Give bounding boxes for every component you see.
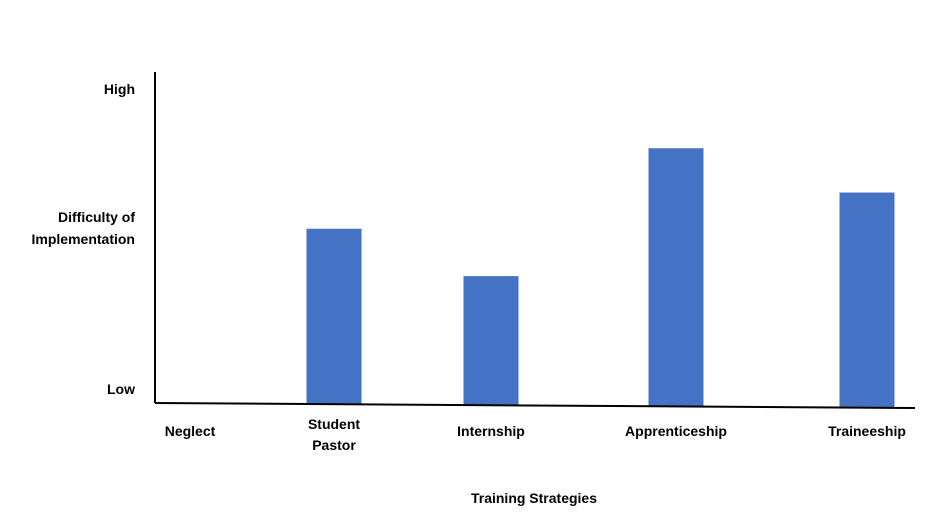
x-tick-traineeship: Traineeship bbox=[828, 423, 906, 439]
x-tick-apprenticeship: Apprenticeship bbox=[625, 423, 727, 439]
bar-traineeship bbox=[839, 192, 895, 408]
x-tick-student-pastor: Student Pastor bbox=[308, 416, 360, 453]
x-axis-line bbox=[154, 402, 916, 409]
bar-student-pastor bbox=[306, 228, 362, 405]
y-tick-high: High bbox=[104, 81, 135, 97]
bar-apprenticeship bbox=[648, 148, 704, 407]
bar-internship bbox=[463, 276, 519, 406]
x-tick-labels: Neglect Student Pastor Internship Apprentice… bbox=[165, 416, 906, 453]
bars-group bbox=[306, 148, 895, 408]
x-tick-internship: Internship bbox=[457, 423, 525, 439]
x-tick-neglect: Neglect bbox=[165, 423, 216, 439]
y-tick-low: Low bbox=[107, 381, 135, 397]
x-axis-title: Training Strategies bbox=[471, 490, 597, 506]
y-axis-title-line-1: Difficulty of bbox=[58, 209, 135, 225]
y-axis-title-line-2: Implementation bbox=[32, 231, 135, 247]
